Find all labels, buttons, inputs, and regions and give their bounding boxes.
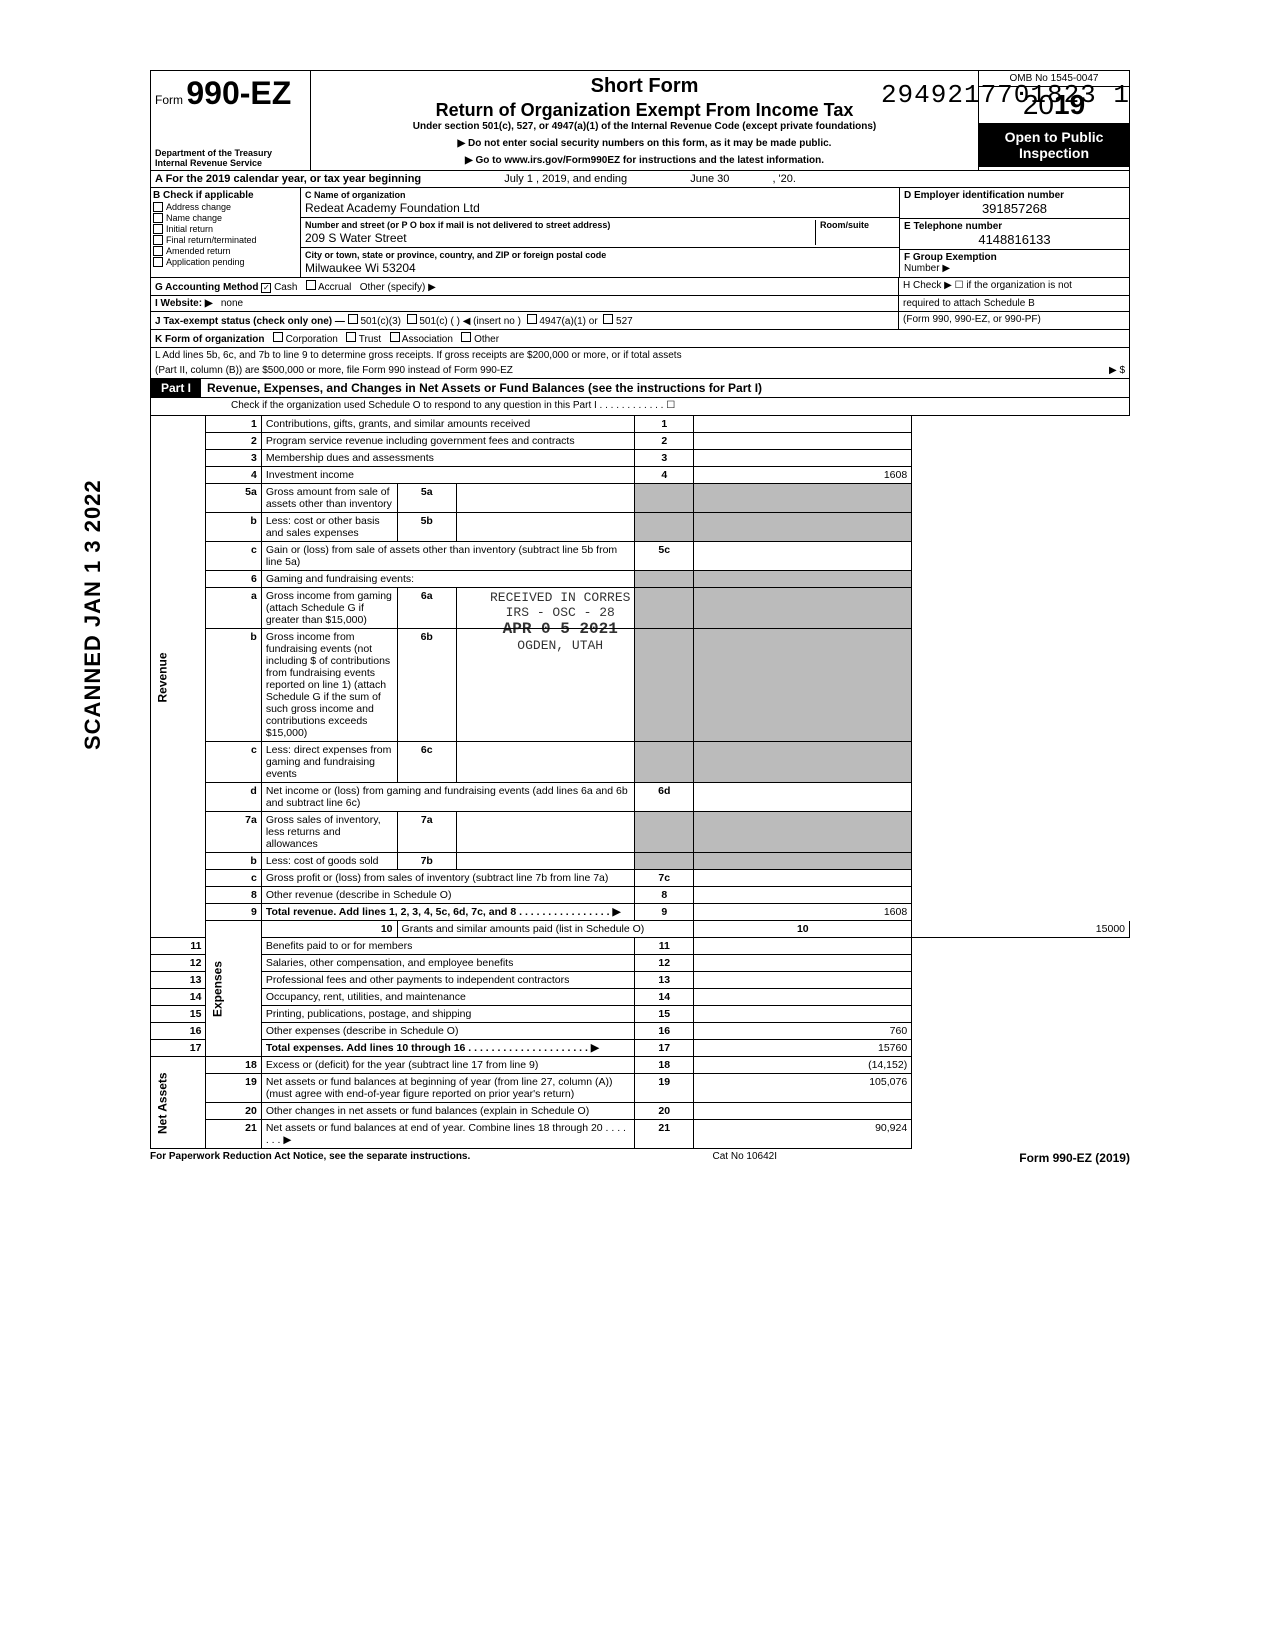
instruction-2: Go to www.irs.gov/Form990EZ for instruct… [319,155,970,166]
part-1-header: Part I Revenue, Expenses, and Changes in… [150,379,1130,398]
checkbox-icon[interactable] [153,235,163,245]
city: Milwaukee Wi 53204 [305,261,416,275]
form-page: 2949217701823 1 SCANNED JAN 1 3 2022 REC… [150,70,1130,1165]
main-title: Return of Organization Exempt From Incom… [319,100,970,121]
instruction-1: Do not enter social security numbers on … [319,138,970,149]
checkbox-icon[interactable] [153,224,163,234]
group-label2: Number ▶ [904,263,950,274]
checkbox-icon[interactable] [153,246,163,256]
section-l: L Add lines 5b, 6c, and 7b to line 9 to … [150,348,1130,379]
dept-text: Department of the Treasury Internal Reve… [155,148,272,168]
form-prefix: Form [155,93,183,107]
checkbox-cash[interactable] [261,283,271,293]
form-number-box: Form 990-EZ Department of the Treasury I… [151,71,311,170]
footer-left: For Paperwork Reduction Act Notice, see … [150,1151,470,1165]
ein: 391857268 [904,201,1125,216]
tax-year-yr: , '20. [772,173,796,185]
checkbox-icon[interactable] [461,332,471,342]
checkbox-icon[interactable] [407,314,417,324]
checkbox-icon[interactable] [153,257,163,267]
section-b: B Check if applicable Address change Nam… [151,188,301,277]
stamp-line: APR 0 5 2021 [490,620,630,638]
section-a: A For the 2019 calendar year, or tax yea… [150,171,1130,188]
checkbox-accrual[interactable] [306,280,316,290]
stamp-line: IRS - OSC - 28 [490,605,630,620]
website-value: none [221,298,243,309]
checkbox-icon[interactable] [153,213,163,223]
check-name[interactable]: Name change [153,213,298,223]
page-footer: For Paperwork Reduction Act Notice, see … [150,1151,1130,1165]
checkbox-icon[interactable] [348,314,358,324]
expenses-side-label: Expenses [206,921,261,1057]
section-j: J Tax-exempt status (check only one) — 5… [150,312,1130,330]
section-g-label: G Accounting Method [155,282,259,293]
room-label: Room/suite [820,220,869,230]
section-j-label: J Tax-exempt status (check only one) — [155,316,345,327]
checkbox-icon[interactable] [390,332,400,342]
section-gh: G Accounting Method Cash Accrual Other (… [150,278,1130,296]
checkbox-icon[interactable] [346,332,356,342]
title-box: Short Form Return of Organization Exempt… [311,71,979,170]
section-k: K Form of organization Corporation Trust… [150,330,1130,348]
section-b-header: B Check if applicable [153,190,298,201]
stamp-line: OGDEN, UTAH [490,638,630,653]
short-form-title: Short Form [319,75,970,98]
part-1-title: Revenue, Expenses, and Changes in Net As… [201,379,1129,397]
footer-right: Form 990-EZ (2019) [1019,1151,1130,1165]
dln-number: 2949217701823 1 [881,80,1130,110]
section-c: C Name of organization Redeat Academy Fo… [301,188,899,277]
group-label: F Group Exemption [904,252,997,263]
street: 209 S Water Street [305,231,407,245]
city-label: City or town, state or province, country… [305,250,606,260]
netassets-side-label: Net Assets [151,1057,206,1149]
section-bcdef: B Check if applicable Address change Nam… [150,188,1130,278]
check-pending[interactable]: Application pending [153,257,298,267]
form-number: 990-EZ [186,75,291,111]
phone-label: E Telephone number [904,221,1002,232]
check-amended[interactable]: Amended return [153,246,298,256]
org-name: Redeat Academy Foundation Ltd [305,201,480,215]
section-h: H Check ▶ ☐ if the organization is not [899,278,1129,295]
part-1-sub: Check if the organization used Schedule … [150,398,1130,416]
tax-year-begin: July 1 [504,173,533,185]
revenue-side-label: Revenue [151,416,206,938]
org-name-label: C Name of organization [305,190,406,200]
section-a-label: A For the 2019 calendar year, or tax yea… [155,173,421,185]
checkbox-icon[interactable] [273,332,283,342]
checkbox-icon[interactable] [603,314,613,324]
phone: 4148816133 [904,232,1125,247]
section-def: D Employer identification number 3918572… [899,188,1129,277]
website-label: I Website: ▶ [155,298,213,309]
street-label: Number and street (or P O box if mail is… [305,220,610,230]
section-k-label: K Form of organization [155,334,264,345]
checkbox-icon[interactable] [153,202,163,212]
tax-year-mid: , 2019, and ending [536,173,627,185]
received-stamp: RECEIVED IN CORRES IRS - OSC - 28 APR 0 … [490,590,630,653]
check-address[interactable]: Address change [153,202,298,212]
check-initial[interactable]: Initial return [153,224,298,234]
stamp-line: RECEIVED IN CORRES [490,590,630,605]
checkbox-icon[interactable] [527,314,537,324]
tax-year-end: June 30 [690,173,729,185]
part-1-label: Part I [151,379,201,397]
part-1-table: Revenue 1 Contributions, gifts, grants, … [150,416,1130,1149]
open-public: Open to Public Inspection [979,123,1129,167]
footer-cat: Cat No 10642I [713,1151,778,1165]
scanned-stamp: SCANNED JAN 1 3 2022 [80,479,106,750]
under-section: Under section 501(c), 527, or 4947(a)(1)… [319,121,970,132]
ein-label: D Employer identification number [904,190,1064,201]
check-final[interactable]: Final return/terminated [153,235,298,245]
section-i: I Website: ▶ none required to attach Sch… [150,296,1130,312]
